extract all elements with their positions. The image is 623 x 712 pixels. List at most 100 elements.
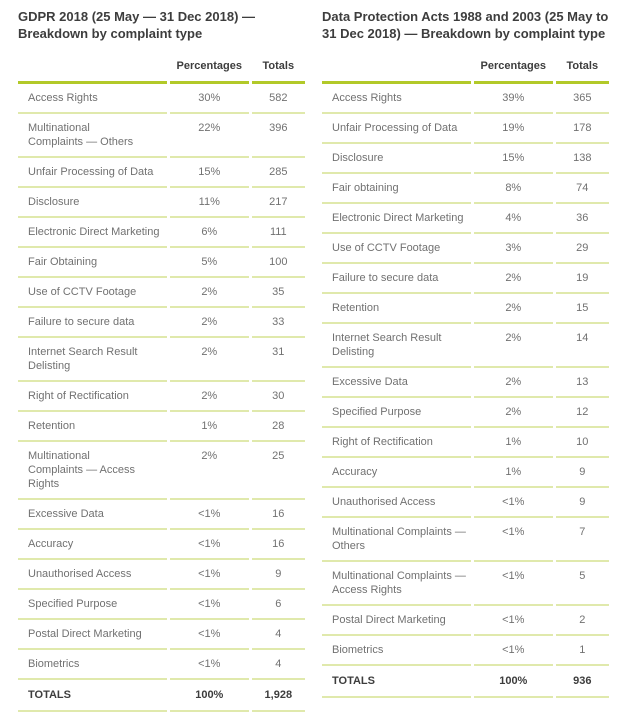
table-row: Specified Purpose 2% 12 — [322, 398, 609, 429]
complaint-type-cell: Disclosure — [322, 144, 471, 175]
complaint-type-cell: Use of CCTV Footage — [18, 278, 167, 309]
percentage-cell: 8% — [473, 174, 553, 205]
totals-percentage: 100% — [473, 666, 553, 699]
percentage-cell: 1% — [169, 412, 249, 443]
percentage-cell: 19% — [473, 114, 553, 145]
complaint-type-cell: Multinational Complaints — Others — [18, 114, 167, 159]
gdpr-table-title: GDPR 2018 (25 May — 31 Dec 2018) — Break… — [18, 9, 256, 42]
complaint-type-cell: Fair obtaining — [322, 174, 471, 205]
total-cell: 25 — [251, 442, 305, 501]
percentages-column-header: Percentages — [473, 55, 553, 85]
complaint-type-cell: Use of CCTV Footage — [322, 234, 471, 265]
table-row: Electronic Direct Marketing 6% 111 — [18, 218, 305, 249]
total-cell: 33 — [251, 308, 305, 339]
table-row: Fair obtaining 8% 74 — [322, 174, 609, 205]
complaint-type-cell: Unauthorised Access — [18, 560, 167, 591]
percentage-cell: 6% — [169, 218, 249, 249]
totals-column-header: Totals — [251, 55, 305, 85]
table-row: Right of Rectification 2% 30 — [18, 382, 305, 413]
percentage-cell: 2% — [169, 442, 249, 501]
total-cell: 35 — [251, 278, 305, 309]
complaint-type-cell: Retention — [322, 294, 471, 325]
table-header: Percentages Totals — [18, 55, 305, 85]
total-cell: 2 — [555, 606, 609, 637]
percentage-cell: <1% — [169, 590, 249, 621]
table-body: Access Rights 39% 365 Unfair Processing of … — [322, 84, 609, 667]
table-row: Excessive Data 2% 13 — [322, 368, 609, 399]
complaint-type-cell: Excessive Data — [18, 500, 167, 531]
table-row: Internet Search Result Delisting 2% 31 — [18, 338, 305, 383]
percentage-cell: 2% — [473, 264, 553, 295]
total-cell: 4 — [251, 650, 305, 681]
total-cell: 6 — [251, 590, 305, 621]
table-row: Multinational Complaints — Access Rights… — [18, 442, 305, 501]
complaint-type-cell: Biometrics — [322, 636, 471, 667]
percentage-cell: 2% — [473, 324, 553, 369]
total-cell: 582 — [251, 84, 305, 115]
percentage-cell: 2% — [169, 382, 249, 413]
total-cell: 217 — [251, 188, 305, 219]
complaint-type-cell: Failure to secure data — [322, 264, 471, 295]
complaint-type-cell: Biometrics — [18, 650, 167, 681]
total-cell: 30 — [251, 382, 305, 413]
percentage-cell: 11% — [169, 188, 249, 219]
percentage-cell: 4% — [473, 204, 553, 235]
header-row: Percentages Totals — [322, 55, 609, 85]
percentage-cell: 2% — [473, 398, 553, 429]
complaint-type-cell: Unauthorised Access — [322, 488, 471, 519]
percentage-cell: 3% — [473, 234, 553, 265]
total-cell: 19 — [555, 264, 609, 295]
percentage-cell: 2% — [473, 368, 553, 399]
table-row: Use of CCTV Footage 3% 29 — [322, 234, 609, 265]
percentage-cell: <1% — [169, 650, 249, 681]
total-cell: 10 — [555, 428, 609, 459]
table-row: Postal Direct Marketing <1% 2 — [322, 606, 609, 637]
total-cell: 12 — [555, 398, 609, 429]
table-row: Multinational Complaints — Others 22% 396 — [18, 114, 305, 159]
table-row: Access Rights 30% 582 — [18, 84, 305, 115]
totals-label: TOTALS — [322, 666, 471, 699]
table-row: Access Rights 39% 365 — [322, 84, 609, 115]
total-cell: 16 — [251, 500, 305, 531]
total-cell: 111 — [251, 218, 305, 249]
header-row: Percentages Totals — [18, 55, 305, 85]
table-row: Failure to secure data 2% 19 — [322, 264, 609, 295]
total-cell: 13 — [555, 368, 609, 399]
table-row: Unfair Processing of Data 15% 285 — [18, 158, 305, 189]
table-row: Biometrics <1% 1 — [322, 636, 609, 667]
table-header: Percentages Totals — [322, 55, 609, 85]
complaint-type-cell: Right of Rectification — [18, 382, 167, 413]
total-cell: 396 — [251, 114, 305, 159]
table-row: Multinational Complaints — Others <1% 7 — [322, 518, 609, 563]
table-row: Specified Purpose <1% 6 — [18, 590, 305, 621]
percentage-cell: <1% — [473, 606, 553, 637]
complaint-type-column-header — [18, 55, 167, 85]
complaint-type-cell: Access Rights — [322, 84, 471, 115]
percentages-column-header: Percentages — [169, 55, 249, 85]
percentage-cell: <1% — [169, 560, 249, 591]
complaint-type-cell: Multinational Complaints — Others — [322, 518, 471, 563]
totals-percentage: 100% — [169, 680, 249, 712]
complaint-type-cell: Electronic Direct Marketing — [18, 218, 167, 249]
totals-label: TOTALS — [18, 680, 167, 712]
totals-column-header: Totals — [555, 55, 609, 85]
complaint-type-cell: Unfair Processing of Data — [18, 158, 167, 189]
totals-row: TOTALS 100% 1,928 — [18, 680, 305, 712]
complaint-type-cell: Specified Purpose — [18, 590, 167, 621]
total-cell: 15 — [555, 294, 609, 325]
total-cell: 36 — [555, 204, 609, 235]
table-row: Biometrics <1% 4 — [18, 650, 305, 681]
percentage-cell: 15% — [473, 144, 553, 175]
complaint-type-cell: Excessive Data — [322, 368, 471, 399]
dpa-1988-2003-table-block: Data Protection Acts 1988 and 2003 (25 M… — [322, 8, 609, 712]
percentage-cell: 2% — [473, 294, 553, 325]
dpa-complaints-table: Percentages Totals Access Rights 39% 365 Un… — [319, 55, 612, 699]
table-row: Fair Obtaining 5% 100 — [18, 248, 305, 279]
table-row: Retention 1% 28 — [18, 412, 305, 443]
total-cell: 14 — [555, 324, 609, 369]
table-row: Failure to secure data 2% 33 — [18, 308, 305, 339]
total-cell: 9 — [555, 488, 609, 519]
table-row: Accuracy <1% 16 — [18, 530, 305, 561]
percentage-cell: 30% — [169, 84, 249, 115]
